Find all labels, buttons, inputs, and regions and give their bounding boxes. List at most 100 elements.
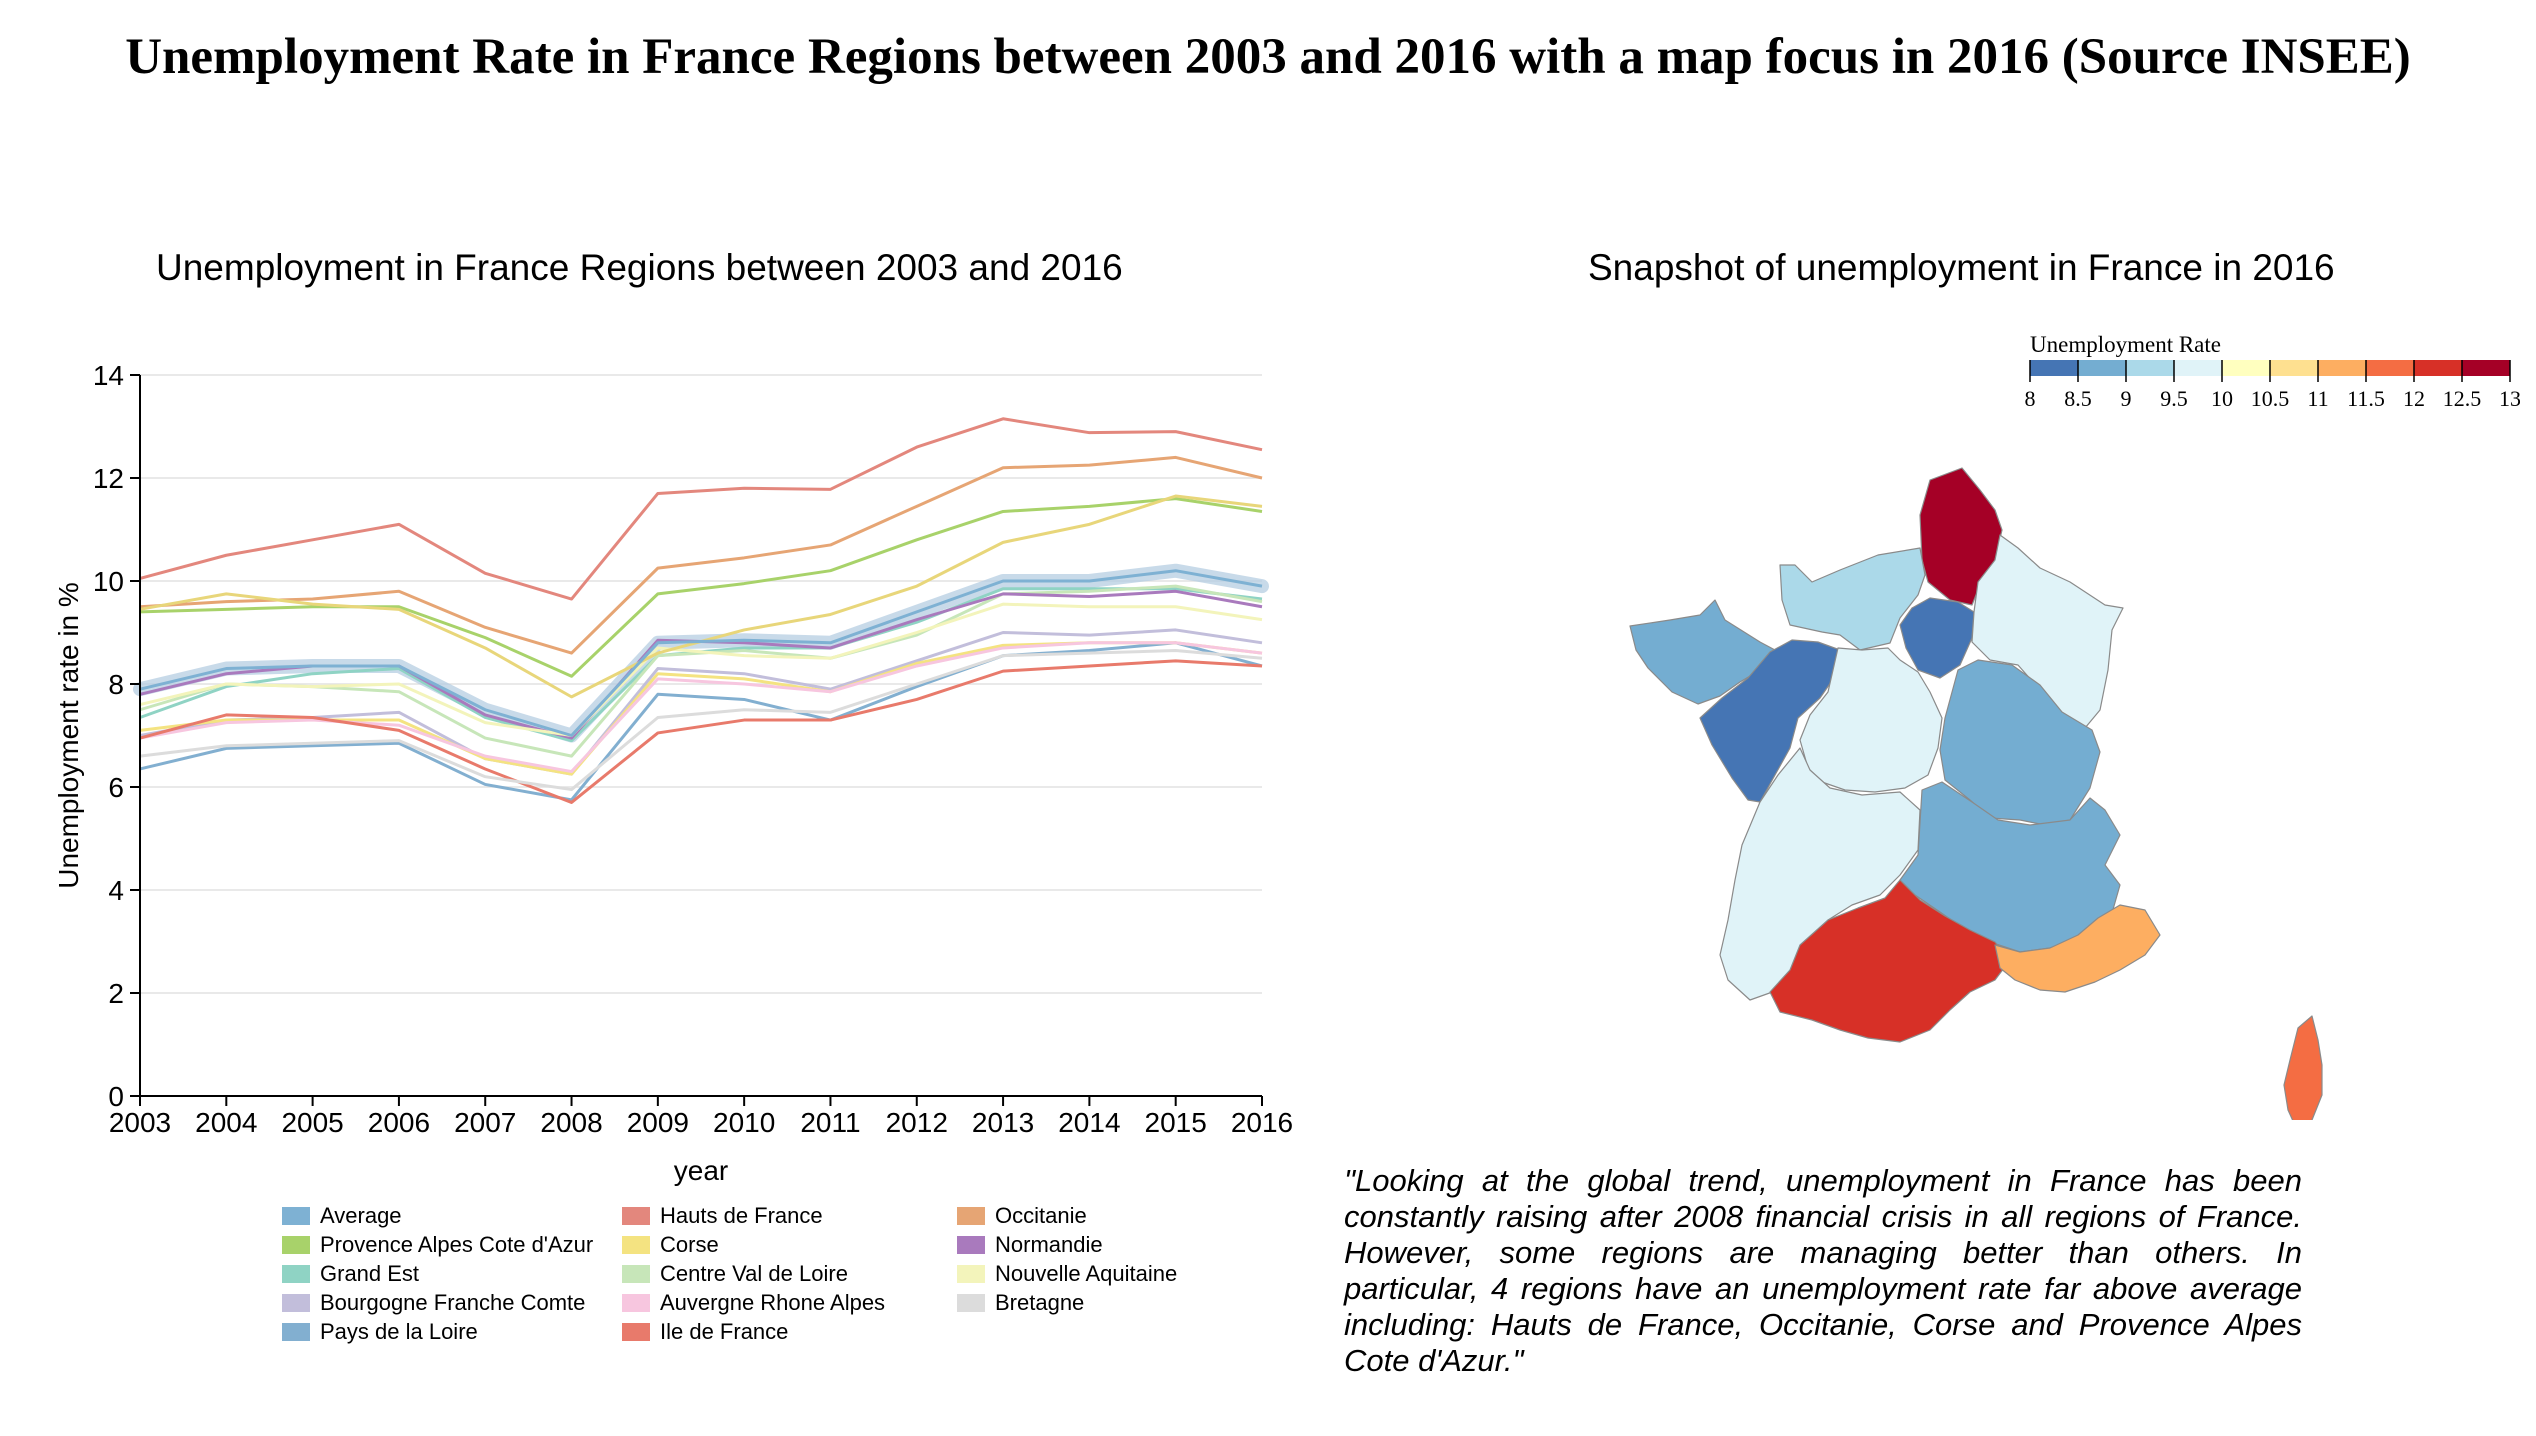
y-tick-label: 12 — [93, 463, 124, 494]
region-occitanie[interactable] — [1769, 879, 2011, 1043]
colorbar-tick-label: 10 — [2211, 386, 2233, 411]
legend-label: Corse — [660, 1232, 719, 1257]
legend-swatch — [282, 1294, 310, 1312]
legend-label: Occitanie — [995, 1203, 1087, 1228]
legend-label: Nouvelle Aquitaine — [995, 1261, 1178, 1286]
colorbar-segment — [2318, 360, 2366, 376]
series-line-bretagne[interactable] — [139, 649, 1263, 792]
legend-item[interactable]: Provence Alpes Cote d'Azur — [282, 1231, 622, 1259]
series-line-nouvelle-aquitaine[interactable] — [139, 602, 1263, 737]
region-nouvelle-aquitaine[interactable] — [1719, 747, 1921, 1001]
colorbar-tick-label: 10.5 — [2251, 386, 2290, 411]
legend-item[interactable]: Grand Est — [282, 1260, 622, 1288]
y-tick-label: 6 — [108, 772, 124, 803]
legend-item[interactable]: Bretagne — [957, 1289, 1242, 1317]
region-paca[interactable] — [1994, 904, 2161, 993]
series-line-bourgogne-franche-comte[interactable] — [139, 628, 1263, 776]
region-centre-val-de-loire[interactable] — [1799, 647, 1943, 793]
colorbar-segment — [2414, 360, 2462, 376]
line-chart-title: Unemployment in France Regions between 2… — [156, 247, 1123, 288]
series-line-hauts-de-france[interactable] — [139, 417, 1263, 601]
y-tick-label: 8 — [108, 669, 124, 700]
gridlines — [140, 374, 1262, 1097]
colorbar-tick-label: 8 — [2025, 386, 2036, 411]
colorbar-tick-label: 13 — [2499, 386, 2520, 411]
x-tick-label: 2014 — [1058, 1107, 1120, 1138]
y-tick-label: 14 — [93, 360, 124, 391]
legend-swatch — [957, 1265, 985, 1283]
legend-swatch — [957, 1236, 985, 1254]
x-tick-label: 2016 — [1231, 1107, 1293, 1138]
colorbar-segment — [2366, 360, 2414, 376]
legend-swatch — [957, 1207, 985, 1225]
colorbar-segment — [2174, 360, 2222, 376]
legend-item[interactable]: Auvergne Rhone Alpes — [622, 1289, 957, 1317]
legend-label: Centre Val de Loire — [660, 1261, 848, 1286]
series-line-occitanie[interactable] — [139, 455, 1263, 655]
colorbar-tick-label: 8.5 — [2064, 386, 2092, 411]
map-regions — [1629, 467, 2323, 1120]
colorbar-segment — [2030, 360, 2078, 376]
x-tick-label: 2010 — [713, 1107, 775, 1138]
legend-label: Provence Alpes Cote d'Azur — [320, 1232, 594, 1257]
x-tick-label: 2006 — [368, 1107, 430, 1138]
legend-item[interactable]: Average — [282, 1202, 622, 1230]
legend-label: Hauts de France — [660, 1203, 823, 1228]
x-tick-label: 2008 — [540, 1107, 602, 1138]
legend-item[interactable]: Centre Val de Loire — [622, 1260, 957, 1288]
legend-label: Pays de la Loire — [320, 1319, 478, 1344]
legend-label: Normandie — [995, 1232, 1103, 1257]
y-tick-label: 0 — [108, 1081, 124, 1112]
legend-swatch — [622, 1236, 650, 1254]
x-tick-label: 2005 — [281, 1107, 343, 1138]
axes: 0 2 4 6 8 10 12 14 2003 2004 2005 2006 2007 2008 2009 2… — [93, 360, 1293, 1138]
colorbar-tick-label: 11.5 — [2347, 386, 2385, 411]
series-line-pays-de-la-loire[interactable] — [139, 641, 1263, 802]
series-line-average[interactable] — [139, 569, 1263, 737]
legend-swatch — [957, 1294, 985, 1312]
colorbar-tick-label: 9.5 — [2160, 386, 2188, 411]
colorbar-tick-label: 12 — [2403, 386, 2425, 411]
legend-label: Bretagne — [995, 1290, 1085, 1315]
legend-swatch — [282, 1265, 310, 1283]
legend-swatch — [282, 1236, 310, 1254]
legend-item[interactable]: Nouvelle Aquitaine — [957, 1260, 1242, 1288]
x-tick-label: 2004 — [195, 1107, 257, 1138]
y-axis-label: Unemployment rate in % — [53, 582, 84, 889]
legend-item[interactable]: Corse — [622, 1231, 957, 1259]
region-ile-de-france[interactable] — [1899, 597, 1975, 679]
y-tick-label: 10 — [93, 566, 124, 597]
legend-item[interactable]: Ile de France — [622, 1318, 957, 1346]
legend-label: Average — [320, 1203, 402, 1228]
legend-swatch — [282, 1323, 310, 1341]
series-line-provence-alpes-cote-d-azur[interactable] — [139, 497, 1263, 678]
legend-swatch — [622, 1207, 650, 1225]
y-tick-label: 2 — [108, 978, 124, 1009]
legend-item[interactable]: Normandie — [957, 1231, 1242, 1259]
quote-text: "Looking at the global trend, unemployme… — [1344, 1163, 2302, 1378]
legend-item[interactable]: Occitanie — [957, 1202, 1242, 1230]
series-line-ile-de-france[interactable] — [139, 659, 1263, 804]
region-corse[interactable] — [2283, 1015, 2323, 1120]
legend-item[interactable]: Hauts de France — [622, 1202, 957, 1230]
x-axis-label: year — [674, 1155, 728, 1186]
region-normandie[interactable] — [1779, 547, 1926, 651]
colorbar-segment — [2462, 360, 2510, 376]
legend-label: Bourgogne Franche Comte — [320, 1290, 586, 1315]
legend-item[interactable]: Bourgogne Franche Comte — [282, 1289, 622, 1317]
colorbar: 8 8.5 9 9.5 10 10.5 11 11.5 12 12.5 13 — [2025, 360, 2520, 411]
legend-swatch — [622, 1294, 650, 1312]
colorbar-tick-label: 11 — [2307, 386, 2328, 411]
legend-item[interactable]: Pays de la Loire — [282, 1318, 622, 1346]
colorbar-segment — [2222, 360, 2270, 376]
colorbar-segment — [2126, 360, 2174, 376]
region-auvergne-rhone-alpes[interactable] — [1899, 781, 2121, 953]
map-title: Snapshot of unemployment in France in 20… — [1588, 247, 2335, 288]
region-pays-de-la-loire[interactable] — [1699, 639, 1841, 803]
x-tick-label: 2015 — [1145, 1107, 1207, 1138]
colorbar-segment — [2270, 360, 2318, 376]
line-chart: 0 2 4 6 8 10 12 14 2003 2004 2005 2006 2007 2008 2009 2… — [53, 360, 1293, 1186]
legend-swatch — [622, 1323, 650, 1341]
france-map: Unemployment Rate 8 8.5 9 9.5 10 10.5 11 11.5 12… — [1629, 332, 2520, 1120]
colorbar-segment — [2078, 360, 2126, 376]
